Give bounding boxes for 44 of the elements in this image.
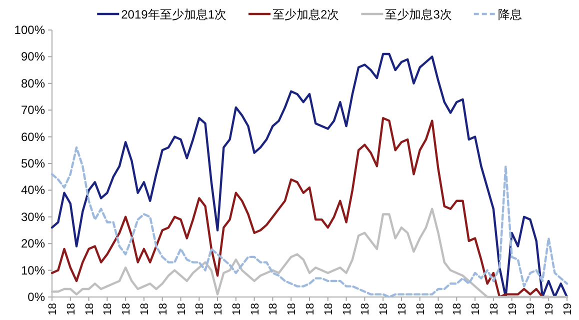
x-tick-label: 18 (120, 303, 133, 316)
x-tick-label: 18 (84, 303, 96, 316)
y-tick-label: 30% (20, 210, 46, 224)
legend-label: 2019年至少加息1次 (121, 8, 226, 22)
x-tick-label: 18 (268, 303, 280, 316)
x-tick-label: 19 (506, 303, 519, 316)
x-tick-label: 18 (230, 303, 243, 316)
x-tick-label: 18 (378, 303, 390, 316)
x-tick-label: 18 (176, 303, 188, 316)
x-tick-label: 18 (488, 303, 500, 316)
y-tick-label: 0% (28, 290, 46, 304)
x-tick-label: 18 (396, 303, 408, 316)
y-tick-label: 40% (20, 183, 46, 198)
y-tick-label: 100% (14, 23, 46, 37)
x-tick-label: 18 (304, 303, 316, 316)
y-tick-label: 60% (20, 130, 46, 144)
y-tick-label: 10% (20, 263, 46, 278)
x-tick-label: 19 (562, 303, 574, 316)
legend-label: 降息 (498, 8, 522, 22)
x-tick-label: 19 (544, 303, 556, 316)
x-tick-label: 18 (470, 303, 482, 316)
x-tick-label: 18 (212, 303, 225, 316)
x-tick-label: 18 (414, 303, 427, 316)
x-tick-label: 18 (452, 303, 464, 316)
legend-label: 至少加息2次 (272, 8, 340, 22)
y-tick-label: 90% (20, 50, 46, 64)
x-tick-label: 18 (360, 303, 372, 316)
y-tick-label: 20% (20, 236, 46, 251)
x-tick-label: 18 (322, 303, 335, 316)
legend-label: 至少加息3次 (385, 8, 452, 22)
x-tick-label: 18 (138, 303, 151, 316)
x-tick-label: 18 (157, 303, 170, 316)
x-tick-label: 18 (102, 303, 114, 316)
y-tick-label: 70% (20, 103, 46, 118)
y-tick-label: 80% (20, 76, 46, 90)
x-tick-label: 18 (65, 303, 78, 316)
x-tick-label: 18 (341, 303, 354, 316)
x-tick-label: 18 (194, 303, 206, 316)
x-tick-label: 19 (525, 303, 538, 316)
y-tick-label: 50% (20, 156, 46, 170)
x-tick-label: 18 (249, 303, 262, 316)
x-tick-label: 18 (286, 303, 298, 316)
x-tick-label: 18 (433, 303, 446, 316)
x-tick-label: 18 (47, 303, 59, 316)
